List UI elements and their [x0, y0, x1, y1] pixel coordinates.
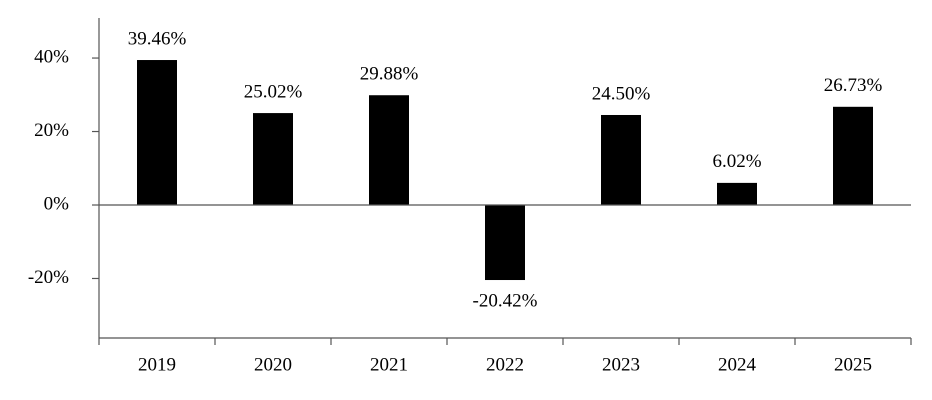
y-tick-label: 0% — [44, 193, 70, 214]
x-tick-label: 2022 — [486, 354, 524, 375]
bar — [833, 106, 873, 206]
value-label: 39.46% — [128, 28, 187, 49]
value-label: 26.73% — [824, 75, 883, 96]
bar — [369, 95, 409, 206]
y-tick-label: 40% — [34, 46, 69, 67]
x-tick-label: 2020 — [254, 354, 292, 375]
bar — [485, 205, 525, 281]
x-tick-label: 2024 — [718, 354, 757, 375]
value-label: 6.02% — [712, 151, 761, 172]
bar — [137, 60, 177, 206]
value-label: 29.88% — [360, 64, 419, 85]
y-tick-label: -20% — [28, 267, 69, 288]
value-label: 24.50% — [592, 83, 651, 104]
bar — [601, 114, 641, 206]
bar — [253, 113, 293, 206]
x-tick-label: 2021 — [370, 354, 408, 375]
x-tick-label: 2025 — [834, 354, 872, 375]
value-label: 25.02% — [244, 81, 303, 102]
x-tick-label: 2019 — [138, 354, 176, 375]
y-tick-label: 20% — [34, 120, 69, 141]
x-tick-label: 2023 — [602, 354, 640, 375]
bar — [717, 182, 757, 206]
value-label: -20.42% — [473, 290, 538, 311]
